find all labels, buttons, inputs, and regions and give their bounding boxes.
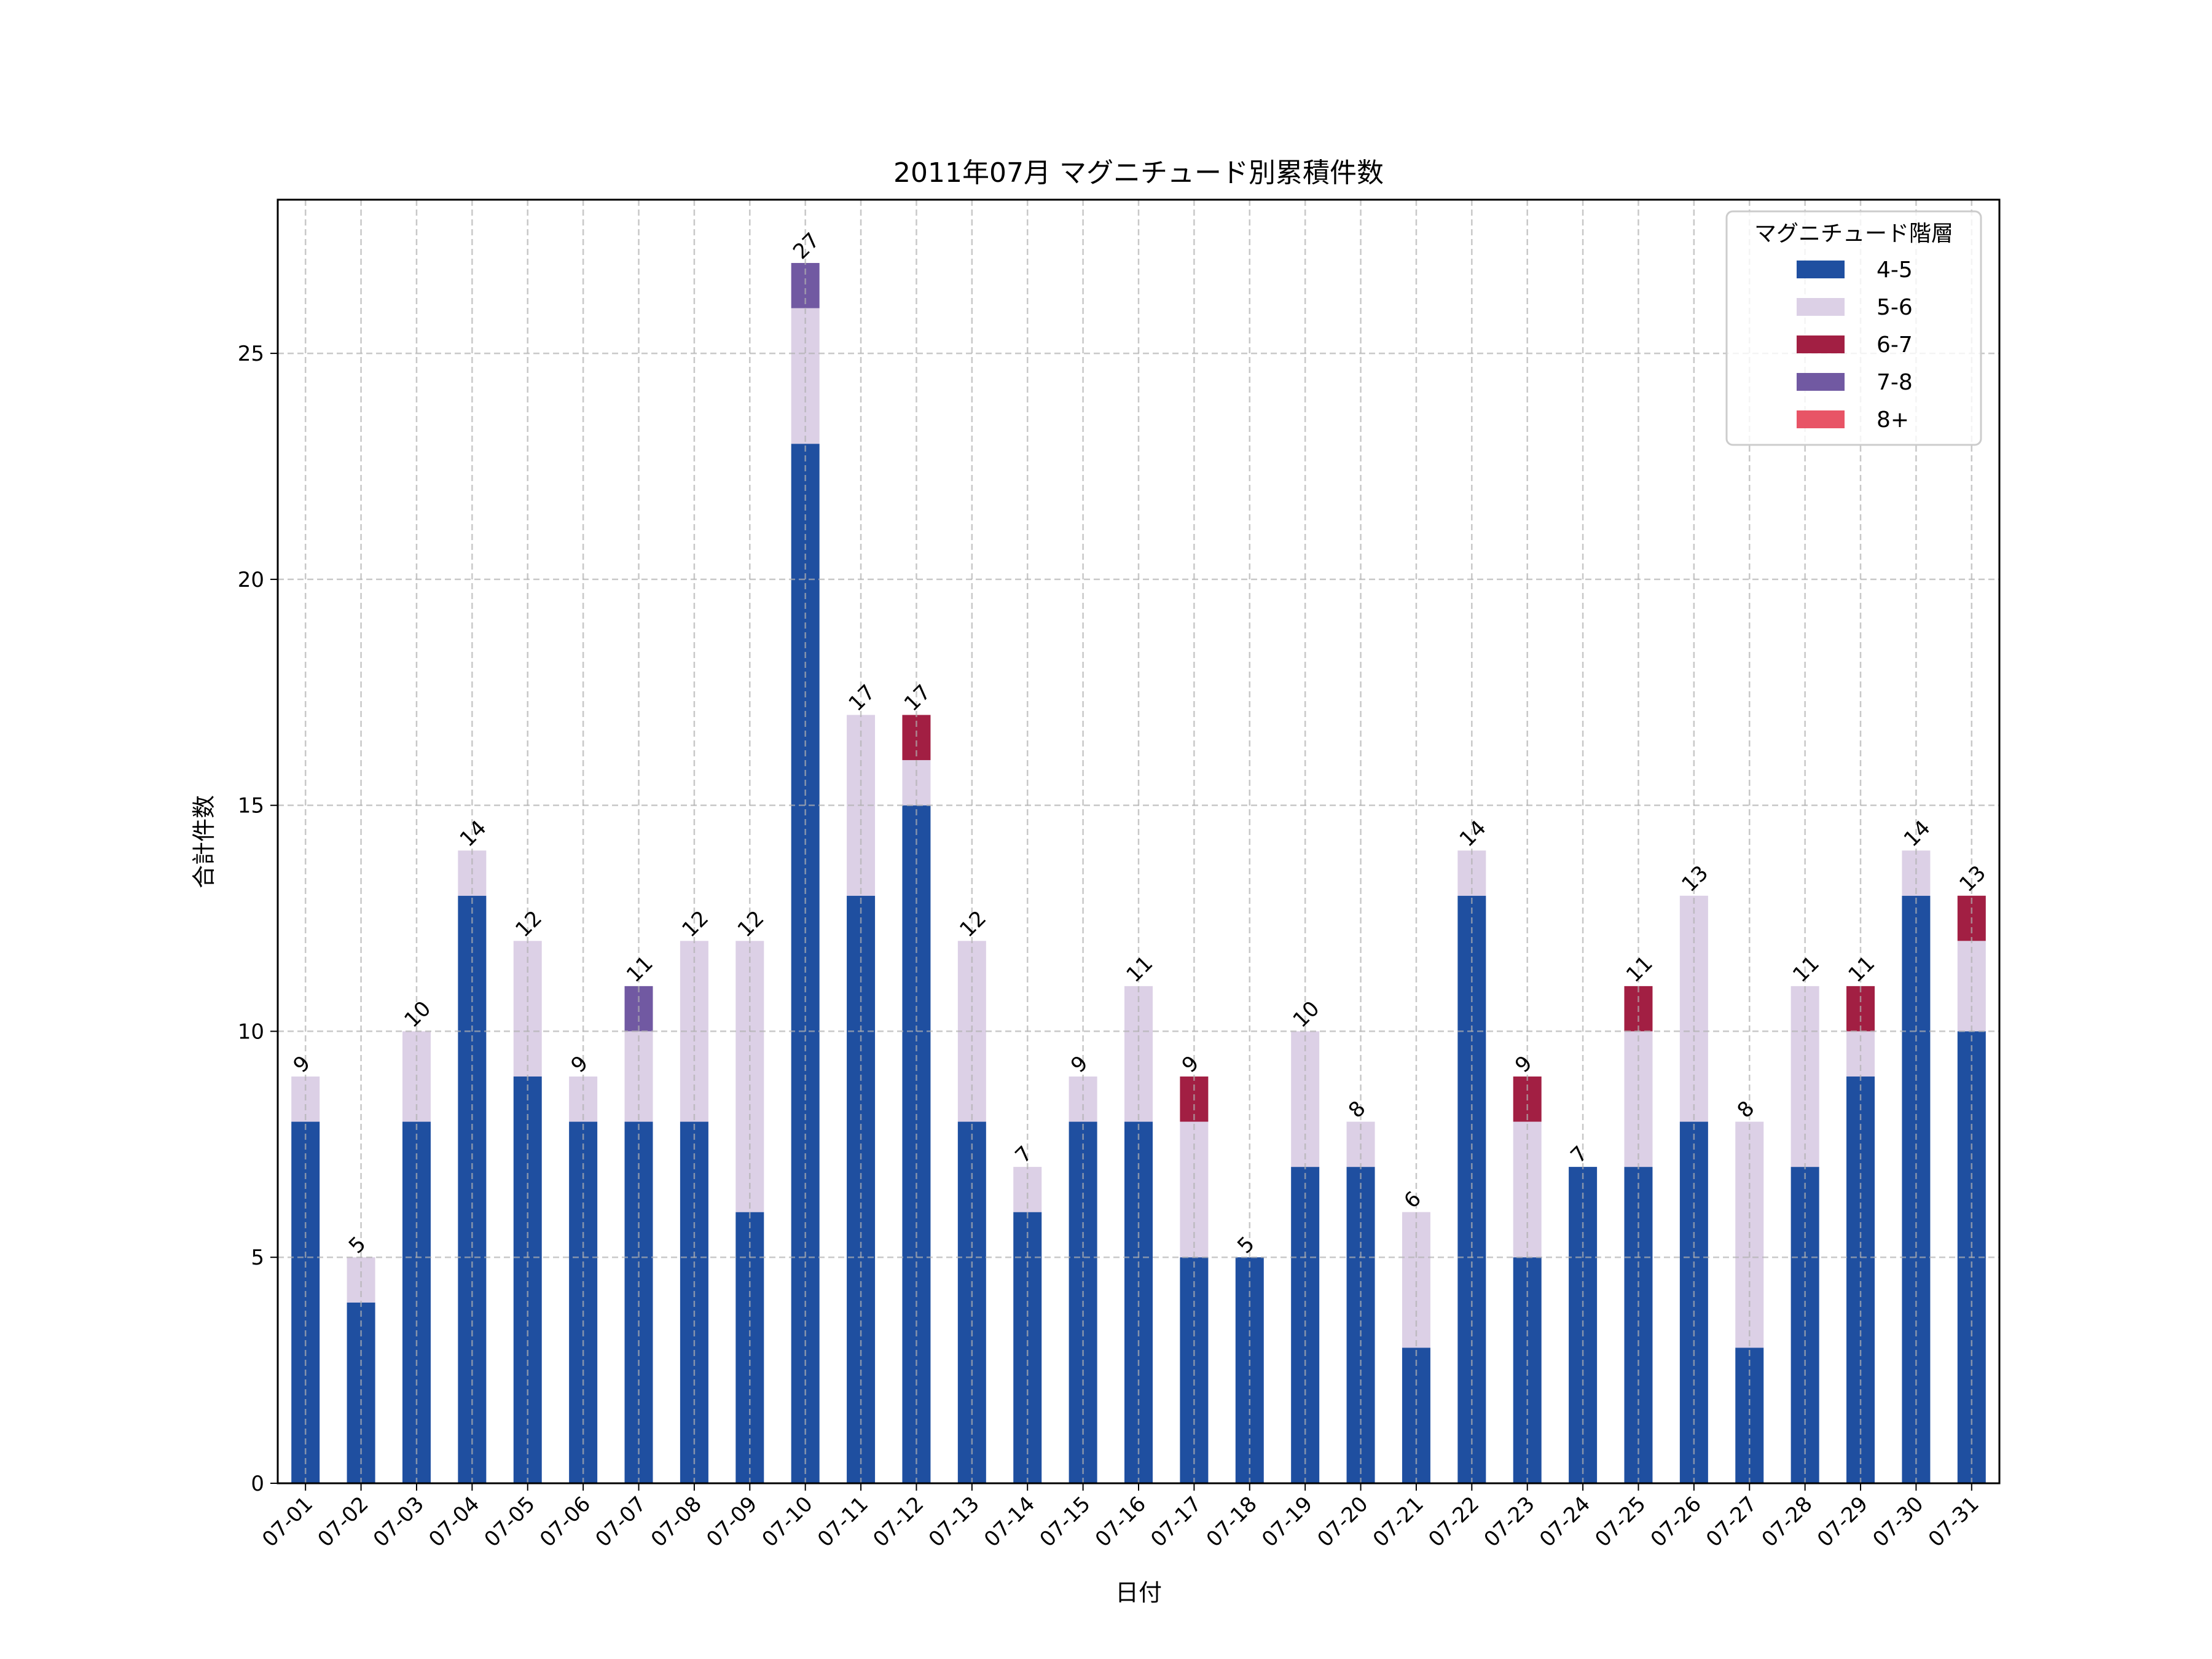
y-tick-label: 10	[238, 1019, 264, 1044]
data-label: 12	[677, 906, 713, 942]
y-tick-label: 15	[238, 794, 264, 818]
data-label: 8	[1733, 1096, 1760, 1123]
data-label: 17	[844, 680, 880, 716]
x-tick-label: 07-23	[1480, 1492, 1540, 1552]
x-tick-label: 07-11	[813, 1492, 873, 1552]
data-label: 9	[567, 1051, 594, 1078]
x-tick-label: 07-28	[1757, 1492, 1818, 1552]
data-label: 17	[900, 680, 936, 716]
x-tick-label: 07-27	[1701, 1492, 1762, 1552]
data-label: 13	[1955, 861, 1991, 897]
legend-swatch-5-6	[1797, 298, 1845, 316]
x-tick-label: 07-16	[1091, 1492, 1151, 1552]
data-label: 10	[399, 997, 436, 1033]
data-label: 5	[344, 1232, 371, 1259]
data-label: 14	[1455, 815, 1491, 852]
y-tick-label: 5	[251, 1245, 264, 1270]
data-label: 12	[511, 906, 547, 942]
data-label: 12	[733, 906, 769, 942]
plot-frame	[276, 198, 2001, 1484]
data-label: 7	[1566, 1142, 1593, 1169]
x-tick-label: 07-21	[1368, 1492, 1429, 1552]
x-tick-label: 07-09	[702, 1492, 762, 1552]
legend-label: 4-5	[1877, 257, 1913, 283]
x-tick-label: 07-07	[590, 1492, 651, 1552]
legend-swatch-7-8	[1797, 373, 1845, 391]
y-axis-label: 合計件数	[190, 795, 218, 888]
y-tick-label: 20	[238, 568, 264, 592]
data-label: 12	[955, 906, 991, 942]
x-tick-label: 07-14	[979, 1492, 1040, 1552]
legend-title: マグニチュード階層	[1754, 221, 1953, 246]
y-tick-label: 25	[238, 342, 264, 366]
data-label: 9	[1177, 1051, 1204, 1078]
legend-label: 5-6	[1877, 295, 1913, 320]
data-label: 11	[1843, 951, 1880, 987]
data-label: 8	[1344, 1096, 1371, 1123]
x-tick-label: 07-17	[1146, 1492, 1206, 1552]
legend-swatch-6-7	[1797, 335, 1845, 353]
x-tick-label: 07-22	[1424, 1492, 1484, 1552]
data-label: 11	[1788, 951, 1824, 987]
x-tick-label: 07-15	[1035, 1492, 1095, 1552]
x-tick-label: 07-02	[313, 1492, 373, 1552]
x-tick-label: 07-03	[369, 1492, 429, 1552]
data-label: 11	[622, 951, 658, 987]
x-tick-label: 07-08	[646, 1492, 707, 1552]
x-tick-label: 07-18	[1202, 1492, 1262, 1552]
y-tick-label: 0	[251, 1472, 264, 1496]
data-label: 10	[1288, 997, 1325, 1033]
data-label: 27	[788, 228, 825, 264]
data-label: 9	[289, 1051, 316, 1078]
data-label: 6	[1399, 1186, 1426, 1214]
x-tick-label: 07-01	[257, 1492, 318, 1552]
data-label: 14	[455, 815, 492, 852]
data-label: 14	[1899, 815, 1936, 852]
chart-title: 2011年07月 マグニチュード別累積件数	[893, 157, 1384, 189]
data-label: 13	[1677, 861, 1713, 897]
legend-swatch-4-5	[1797, 261, 1845, 278]
x-tick-label: 07-31	[1924, 1492, 1984, 1552]
x-tick-label: 07-05	[480, 1492, 540, 1552]
x-tick-label: 07-30	[1868, 1492, 1928, 1552]
legend-label: 8+	[1877, 407, 1909, 433]
data-label: 9	[1066, 1051, 1093, 1078]
data-label: 5	[1233, 1232, 1260, 1259]
x-tick-label: 07-04	[424, 1492, 484, 1552]
bar-4-5-07-10	[791, 444, 820, 1483]
x-tick-label: 07-12	[868, 1492, 928, 1552]
x-tick-label: 07-29	[1813, 1492, 1873, 1552]
legend-swatch-8+	[1797, 410, 1845, 428]
data-label: 11	[1622, 951, 1658, 987]
legend: マグニチュード階層 4-5 5-6 6-7 7-8 8+	[1725, 210, 1982, 446]
data-label: 7	[1011, 1142, 1038, 1169]
x-axis-label: 日付	[1115, 1579, 1162, 1606]
legend-label: 7-8	[1877, 370, 1913, 395]
data-label: 9	[1510, 1051, 1537, 1078]
x-tick-label: 07-13	[924, 1492, 984, 1552]
x-tick-label: 07-26	[1646, 1492, 1706, 1552]
x-tick-label: 07-10	[758, 1492, 818, 1552]
x-tick-label: 07-06	[535, 1492, 595, 1552]
x-tick-label: 07-19	[1257, 1492, 1317, 1552]
x-tick-label: 07-24	[1535, 1492, 1595, 1552]
data-label: 11	[1121, 951, 1158, 987]
x-tick-label: 07-25	[1590, 1492, 1650, 1552]
legend-label: 6-7	[1877, 332, 1913, 358]
x-tick-label: 07-20	[1312, 1492, 1373, 1552]
